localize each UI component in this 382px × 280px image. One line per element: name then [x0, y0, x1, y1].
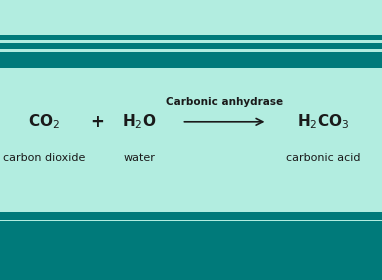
Bar — [0, 43, 382, 49]
Text: carbonic acid: carbonic acid — [285, 153, 360, 163]
Text: carbon dioxide: carbon dioxide — [3, 153, 85, 163]
Bar — [0, 52, 382, 68]
Text: water: water — [123, 153, 155, 163]
Bar — [0, 35, 382, 40]
Text: CO$_2$: CO$_2$ — [28, 113, 60, 131]
Text: H$_2$O: H$_2$O — [122, 113, 157, 131]
Text: H$_2$CO$_3$: H$_2$CO$_3$ — [296, 113, 349, 131]
Text: +: + — [91, 113, 104, 131]
Bar — [0, 221, 382, 280]
Text: Carbonic anhydrase: Carbonic anhydrase — [166, 97, 283, 107]
Bar — [0, 212, 382, 220]
